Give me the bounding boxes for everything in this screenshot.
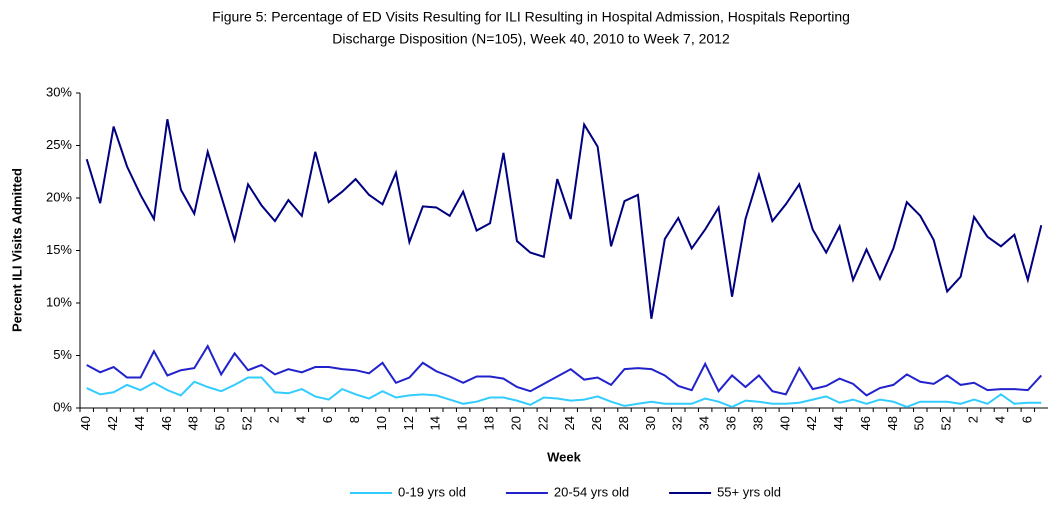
x-tick-label: 24 (562, 416, 577, 430)
y-tick-label: 15% (46, 242, 72, 257)
x-tick-label: 50 (912, 416, 927, 430)
legend-label: 55+ yrs old (717, 484, 781, 499)
x-tick-label: 28 (616, 416, 631, 430)
x-tick-label: 42 (804, 416, 819, 430)
x-axis-title: Week (547, 449, 581, 464)
y-axis-title: Percent ILI Visits Admitted (9, 168, 24, 332)
y-tick-label: 10% (46, 294, 72, 309)
x-tick-label: 40 (78, 416, 93, 430)
x-tick-label: 4 (293, 416, 308, 423)
x-tick-label: 30 (643, 416, 658, 430)
x-tick-label: 52 (939, 416, 954, 430)
x-tick-label: 6 (1019, 416, 1034, 423)
x-tick-label: 8 (347, 416, 362, 423)
x-tick-label: 36 (723, 416, 738, 430)
y-tick-label: 5% (53, 347, 72, 362)
x-tick-label: 16 (455, 416, 470, 430)
legend-label: 0-19 yrs old (398, 484, 466, 499)
x-tick-label: 48 (186, 416, 201, 430)
x-tick-label: 40 (777, 416, 792, 430)
x-tick-label: 42 (105, 416, 120, 430)
x-tick-label: 12 (401, 416, 416, 430)
series-line (85, 119, 1043, 319)
x-tick-label: 4 (992, 416, 1007, 423)
y-tick-label: 25% (46, 137, 72, 152)
x-tick-label: 20 (508, 416, 523, 430)
x-tick-label: 2 (965, 416, 980, 423)
series-line (86, 343, 1043, 397)
x-tick-label: 10 (374, 416, 389, 430)
y-tick-label: 0% (53, 399, 72, 414)
x-tick-label: 44 (132, 416, 147, 430)
x-tick-label: 22 (535, 416, 550, 430)
chart-title: Figure 5: Percentage of ED Visits Result… (212, 9, 850, 25)
x-tick-label: 46 (858, 416, 873, 430)
x-tick-label: 38 (750, 416, 765, 430)
legend-label: 20-54 yrs old (554, 484, 629, 499)
x-tick-label: 46 (159, 416, 174, 430)
x-tick-label: 26 (589, 416, 604, 430)
x-tick-label: 50 (213, 416, 228, 430)
series-line (86, 376, 1042, 409)
x-tick-label: 32 (670, 416, 685, 430)
x-tick-label: 2 (266, 416, 281, 423)
x-tick-label: 44 (831, 416, 846, 430)
x-tick-label: 18 (481, 416, 496, 430)
x-tick-label: 52 (239, 416, 254, 430)
chart-title: Discharge Disposition (N=105), Week 40, … (332, 31, 730, 47)
y-tick-label: 30% (46, 84, 72, 99)
y-tick-label: 20% (46, 189, 72, 204)
x-tick-label: 34 (697, 416, 712, 430)
x-tick-label: 6 (320, 416, 335, 423)
x-tick-label: 48 (885, 416, 900, 430)
x-tick-label: 14 (428, 416, 443, 430)
